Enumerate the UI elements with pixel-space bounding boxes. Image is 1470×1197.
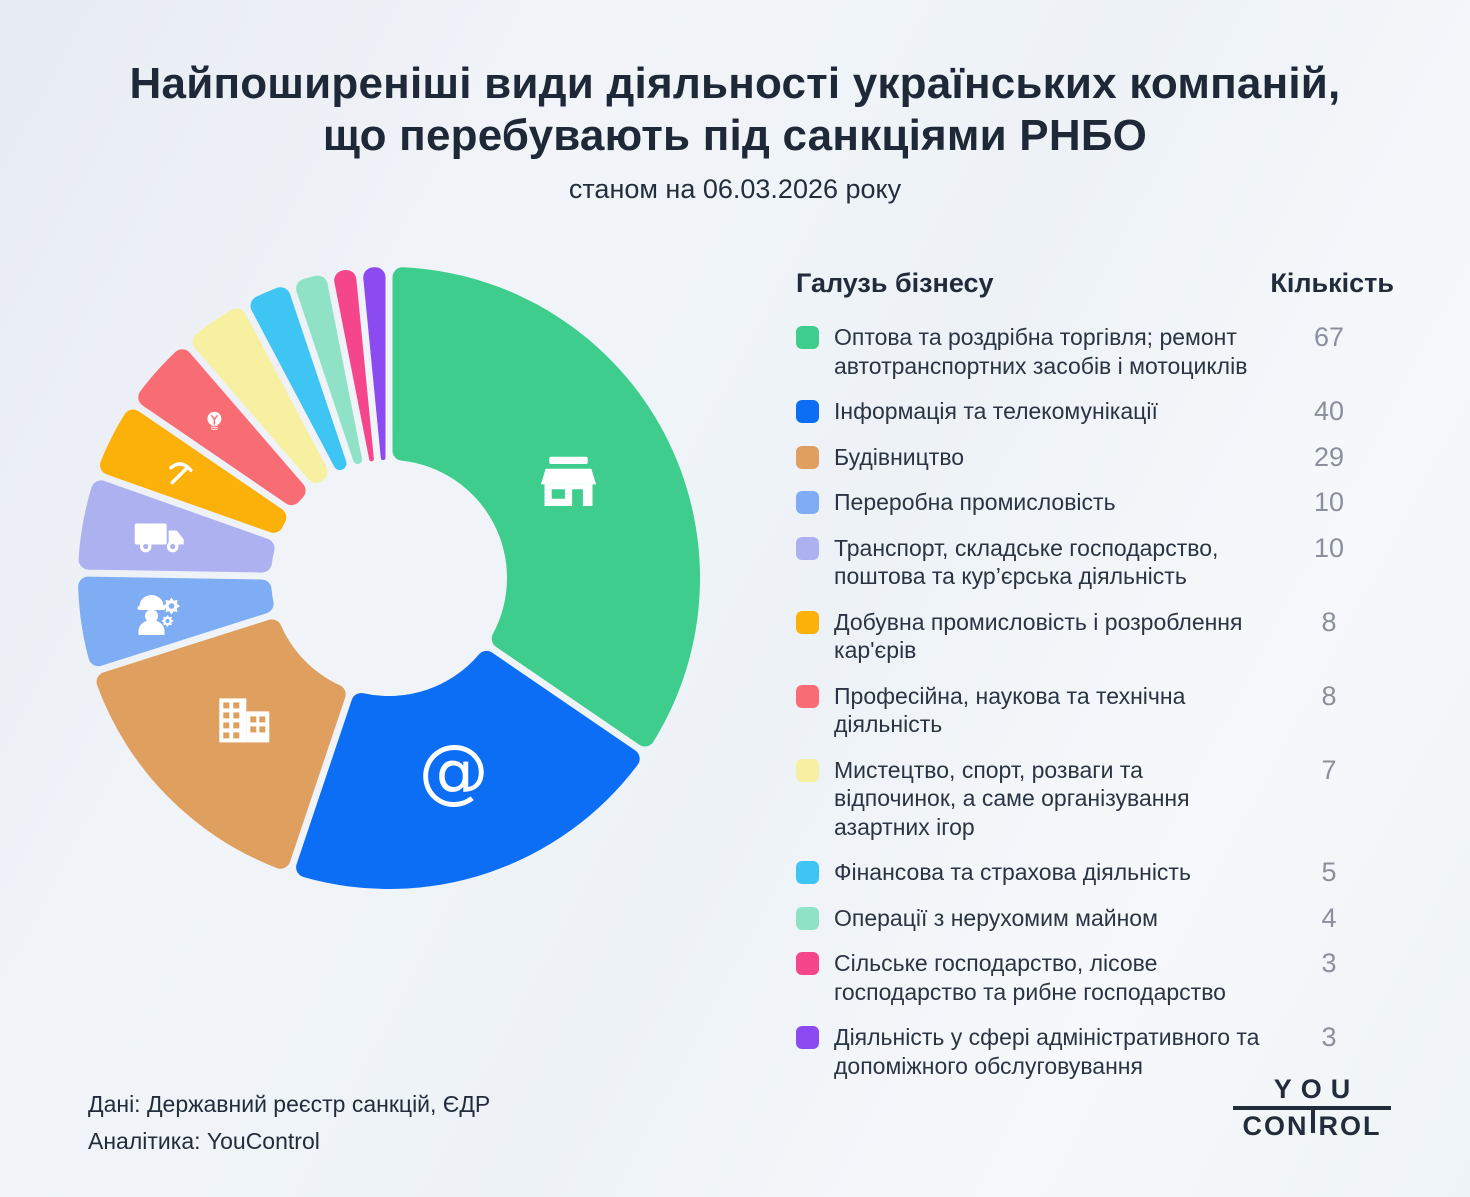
legend-item: Сільське господарство, лісове господарст… <box>796 949 1394 1006</box>
pickaxe-icon <box>169 462 193 485</box>
legend-count: 7 <box>1321 754 1337 785</box>
legend-swatch <box>796 536 819 560</box>
legend-item: Переробна промисловість 10 <box>796 488 1394 517</box>
legend-swatch <box>796 400 819 423</box>
legend-swatch <box>796 684 819 708</box>
legend-item: Транспорт, складське господарство, пошто… <box>796 534 1394 591</box>
donut-chart: @ <box>69 258 709 898</box>
logo-t-mark <box>1310 1107 1315 1133</box>
legend-label: Операції з нерухомим майном <box>834 904 1158 931</box>
donut-slice <box>363 267 386 461</box>
donut-slice <box>78 480 275 573</box>
legend-item: Будівництво 29 <box>796 443 1394 472</box>
legend-swatch <box>796 861 819 884</box>
svg-text:@: @ <box>419 729 489 811</box>
legend-item: Оптова та роздрібна торгівля; ремонт авт… <box>796 323 1394 380</box>
legend-label: Добувна промисловість і розроблення кар'… <box>834 608 1243 664</box>
legend-item: Фінансова та страхова діяльність 5 <box>796 858 1394 887</box>
legend-label: Інформація та телекомунікації <box>834 398 1158 424</box>
legend-label: Оптова та роздрібна торгівля; ремонт авт… <box>834 324 1248 379</box>
legend-label: Переробна промисловість <box>834 489 1116 515</box>
page-title-line2: що перебувають під санкціями РНБО <box>322 111 1148 160</box>
legend-count: 3 <box>1321 1022 1337 1052</box>
legend-label: Будівництво <box>834 443 965 470</box>
legend-swatch <box>796 326 819 349</box>
legend-swatch <box>796 445 819 469</box>
legend-swatch <box>796 952 819 975</box>
legend-swatch <box>796 758 819 782</box>
legend-item: Добувна промисловість і розроблення кар'… <box>796 608 1394 665</box>
legend-item: Діяльність у сфері адміністративного та … <box>796 1023 1394 1080</box>
legend-label: Діяльність у сфері адміністративного та … <box>834 1024 1260 1079</box>
donut-slice <box>250 287 347 471</box>
legend-label: Фінансова та страхова діяльність <box>834 859 1191 885</box>
worker-gears-icon <box>137 595 180 635</box>
legend-count: 29 <box>1313 441 1345 472</box>
legend-label: Сільське господарство, лісове господарст… <box>834 950 1226 1005</box>
legend-item: Мистецтво, спорт, розваги та відпочинок,… <box>796 756 1394 842</box>
legend-count: 8 <box>1321 606 1337 637</box>
legend-swatch <box>796 491 819 514</box>
legend-count: 5 <box>1321 857 1337 887</box>
donut-slice <box>392 267 701 747</box>
at-icon: @ <box>419 729 489 811</box>
page-subtitle: станом на 06.03.2026 року <box>568 174 902 204</box>
storefront-icon <box>540 456 597 506</box>
legend-swatch <box>796 906 819 930</box>
legend-count: 40 <box>1313 396 1345 426</box>
footer-source: Дані: Державний реєстр санкцій, ЄДР <box>88 1091 491 1117</box>
legend-count: 67 <box>1313 322 1345 352</box>
legend-label: Мистецтво, спорт, розваги та відпочинок,… <box>834 756 1190 840</box>
page-title: Найпоширеніші види діяльності українськи… <box>0 58 1470 162</box>
truck-icon <box>134 523 184 553</box>
youcontrol-logo: YOU CON ROL <box>1233 1076 1391 1141</box>
chart-legend: Галузь бізнесу Кількість Оптова та роздр… <box>796 268 1394 1080</box>
legend-count: 10 <box>1313 532 1345 563</box>
footer-analytics: Аналітика: YouControl <box>88 1128 320 1154</box>
page-title-line1: Найпоширеніші види діяльності українськи… <box>129 59 1341 108</box>
donut-slice <box>138 349 306 506</box>
legend-item: Операції з нерухомим майном 4 <box>796 904 1394 933</box>
donut-slice <box>96 619 346 869</box>
legend-item: Професійна, наукова та технічна діяльніс… <box>796 682 1394 739</box>
legend-header: Галузь бізнесу Кількість <box>796 268 1394 299</box>
legend-header-count: Кількість <box>1270 268 1394 298</box>
donut-slice <box>296 275 363 465</box>
logo-control-right: ROL <box>1318 1111 1382 1141</box>
donut-chart-svg: @ <box>78 267 701 889</box>
legend-label: Транспорт, складське господарство, пошто… <box>834 534 1219 590</box>
legend-swatch <box>796 1026 819 1049</box>
legend-label: Професійна, наукова та технічна діяльніс… <box>834 682 1186 738</box>
office-building-icon <box>219 698 270 743</box>
legend-count: 10 <box>1313 487 1345 517</box>
legend-count: 4 <box>1321 902 1337 933</box>
logo-you-text: YOU <box>1273 1074 1360 1104</box>
legend-count: 8 <box>1321 680 1337 711</box>
legend-header-industry: Галузь бізнесу <box>796 268 994 298</box>
donut-slice <box>334 270 374 462</box>
donut-slice <box>192 308 328 483</box>
legend-swatch <box>796 610 819 634</box>
logo-control-text: CON ROL <box>1233 1107 1391 1141</box>
legend-item: Інформація та телекомунікації 40 <box>796 397 1394 426</box>
donut-slice <box>296 650 640 889</box>
footer: Дані: Державний реєстр санкцій, ЄДР Анал… <box>88 1086 490 1160</box>
donut-slice <box>100 409 287 533</box>
logo-control-left: CON <box>1242 1111 1309 1141</box>
lightbulb-icon <box>207 411 222 430</box>
legend-rows: Оптова та роздрібна торгівля; ремонт авт… <box>796 323 1394 1080</box>
donut-slice <box>78 576 274 667</box>
legend-count: 3 <box>1321 948 1337 978</box>
